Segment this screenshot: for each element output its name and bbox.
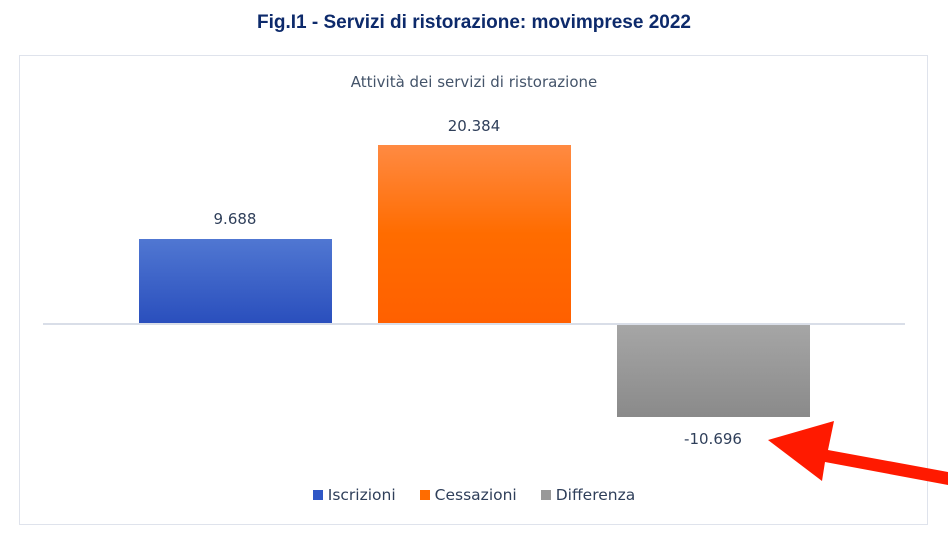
bar-iscrizioni [139, 239, 332, 323]
legend-label: Differenza [555, 486, 636, 504]
legend-label: Cessazioni [434, 486, 517, 504]
legend-swatch-blue [312, 490, 323, 500]
zero-axis-line [43, 323, 905, 325]
chart-legend: Iscrizioni Cessazioni Differenza [0, 486, 948, 504]
legend-item-iscrizioni: Iscrizioni [312, 486, 396, 504]
bar-differenza [617, 324, 810, 417]
chart-title: Attività dei servizi di ristorazione [350, 73, 598, 91]
data-label-cessazioni: 20.384 [447, 117, 501, 135]
legend-label: Iscrizioni [327, 486, 396, 504]
bar-cessazioni [378, 145, 571, 323]
legend-swatch-orange [419, 490, 430, 500]
figure-title: Fig.I1 - Servizi di ristorazione: movimp… [257, 12, 691, 33]
legend-item-differenza: Differenza [540, 486, 636, 504]
legend-swatch-gray [540, 490, 551, 500]
legend-item-cessazioni: Cessazioni [419, 486, 517, 504]
data-label-iscrizioni: 9.688 [213, 210, 257, 228]
data-label-differenza: -10.696 [684, 430, 742, 448]
